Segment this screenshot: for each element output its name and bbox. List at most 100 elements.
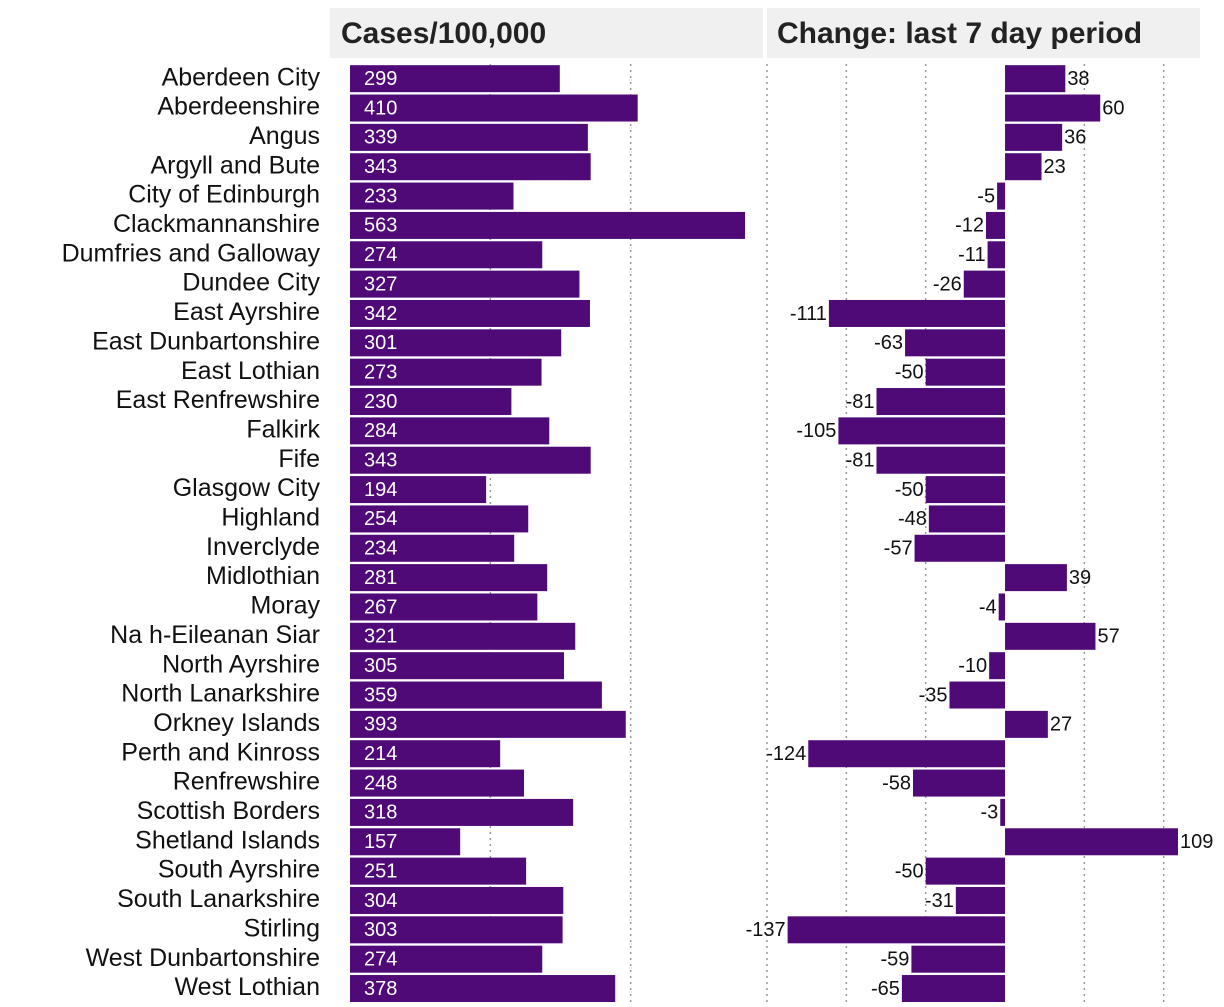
category-label: Scottish Borders [137, 797, 320, 825]
bar [1005, 564, 1067, 592]
category-label: Renfrewshire [173, 768, 320, 796]
category-label: South Lanarkshire [117, 885, 320, 913]
category-label: Perth and Kinross [121, 738, 320, 766]
bar [350, 798, 574, 826]
value-label: 327 [364, 273, 397, 295]
value-label: -63 [874, 332, 903, 354]
value-label: 267 [364, 596, 397, 618]
value-label: 233 [364, 185, 397, 207]
bar [997, 182, 1006, 210]
value-label: 303 [364, 919, 397, 941]
value-label: -137 [746, 919, 786, 941]
value-label: -81 [846, 450, 875, 472]
bar [350, 622, 576, 650]
value-label: -81 [846, 391, 875, 413]
value-label: 109 [1180, 831, 1213, 853]
bar [350, 534, 515, 562]
bar [350, 123, 588, 151]
value-label: 273 [364, 361, 397, 383]
value-label: 410 [364, 97, 397, 119]
category-label: Stirling [244, 914, 320, 942]
bar [350, 446, 591, 474]
bar [350, 153, 591, 181]
bar [350, 388, 512, 416]
bar [350, 505, 529, 533]
value-label: -11 [958, 244, 985, 266]
category-label: North Lanarkshire [121, 680, 320, 708]
bar [905, 329, 1006, 357]
category-label: Argyll and Bute [150, 151, 320, 179]
bar [925, 476, 1006, 504]
value-label: 254 [364, 508, 397, 530]
value-label: 281 [364, 567, 397, 589]
value-label: -105 [796, 420, 836, 442]
category-label: City of Edinburgh [128, 181, 320, 209]
bar [350, 681, 602, 709]
value-label: 27 [1050, 714, 1072, 736]
value-label: 342 [364, 303, 397, 325]
bar [350, 94, 638, 122]
value-label: 60 [1102, 97, 1124, 119]
bar [350, 769, 525, 797]
bar [1000, 798, 1006, 826]
bar [925, 358, 1006, 386]
bar [876, 446, 1006, 474]
bar [350, 886, 564, 914]
bar [911, 945, 1006, 973]
value-label: 157 [364, 831, 397, 853]
category-label: Clackmannanshire [113, 210, 320, 238]
value-label: 393 [364, 714, 397, 736]
category-label: West Dunbartonshire [86, 944, 320, 972]
bar [912, 769, 1006, 797]
bar [876, 388, 1006, 416]
bar [1005, 622, 1096, 650]
bar [350, 358, 542, 386]
panel-header [330, 8, 763, 58]
value-label: 563 [364, 215, 397, 237]
category-label: Inverclyde [206, 533, 320, 561]
category-label: North Ayrshire [162, 650, 320, 678]
bar [350, 828, 461, 856]
value-label: -10 [958, 655, 987, 677]
value-label: 230 [364, 391, 397, 413]
bar [1005, 828, 1178, 856]
panel-title: Cases/100,000 [341, 17, 546, 50]
category-label: Na h-Eileanan Siar [110, 621, 320, 649]
bar [963, 270, 1006, 298]
value-label: -3 [980, 802, 998, 824]
bar [1005, 153, 1042, 181]
bar [949, 681, 1006, 709]
value-label: 274 [364, 244, 397, 266]
bar [350, 329, 562, 357]
value-label: 248 [364, 772, 397, 794]
category-label: Orkney Islands [153, 709, 320, 737]
value-label: 299 [364, 68, 397, 90]
category-label: East Renfrewshire [116, 386, 320, 414]
value-label: 38 [1067, 68, 1089, 90]
bar [838, 417, 1006, 445]
value-label: 284 [364, 420, 397, 442]
value-label: 378 [364, 978, 397, 1000]
value-label: 301 [364, 332, 397, 354]
bar [350, 299, 590, 327]
value-label: 39 [1069, 567, 1091, 589]
category-label: Fife [278, 445, 320, 473]
category-label: East Lothian [181, 357, 320, 385]
bar [350, 211, 746, 239]
bar [955, 886, 1006, 914]
bar [787, 916, 1006, 944]
bar [985, 211, 1006, 239]
bar [350, 182, 514, 210]
bar [989, 652, 1006, 680]
bar [350, 593, 538, 621]
value-label: 274 [364, 948, 397, 970]
value-label: 304 [364, 890, 397, 912]
bar [1005, 94, 1101, 122]
bar [828, 299, 1006, 327]
category-label: East Ayrshire [173, 298, 320, 326]
bar [350, 270, 580, 298]
bar [1005, 65, 1066, 93]
category-label: Midlothian [206, 562, 320, 590]
